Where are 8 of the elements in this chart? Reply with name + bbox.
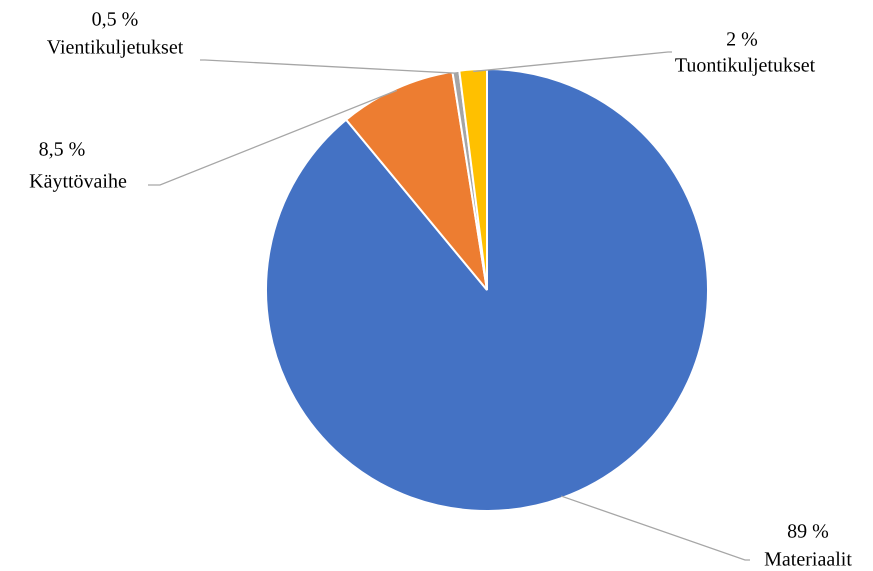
data-label: 8,5 %	[38, 138, 86, 160]
data-label: 2 %	[726, 28, 758, 50]
slice-label: Käyttövaihe	[29, 170, 127, 192]
data-label: 0,5 %	[92, 8, 138, 30]
slice-label: Vientikuljetukset	[46, 36, 184, 58]
slice-label: Materiaalit	[764, 548, 852, 570]
data-label: 89 %	[787, 520, 829, 542]
slice-label: Tuontikuljetukset	[674, 54, 816, 76]
